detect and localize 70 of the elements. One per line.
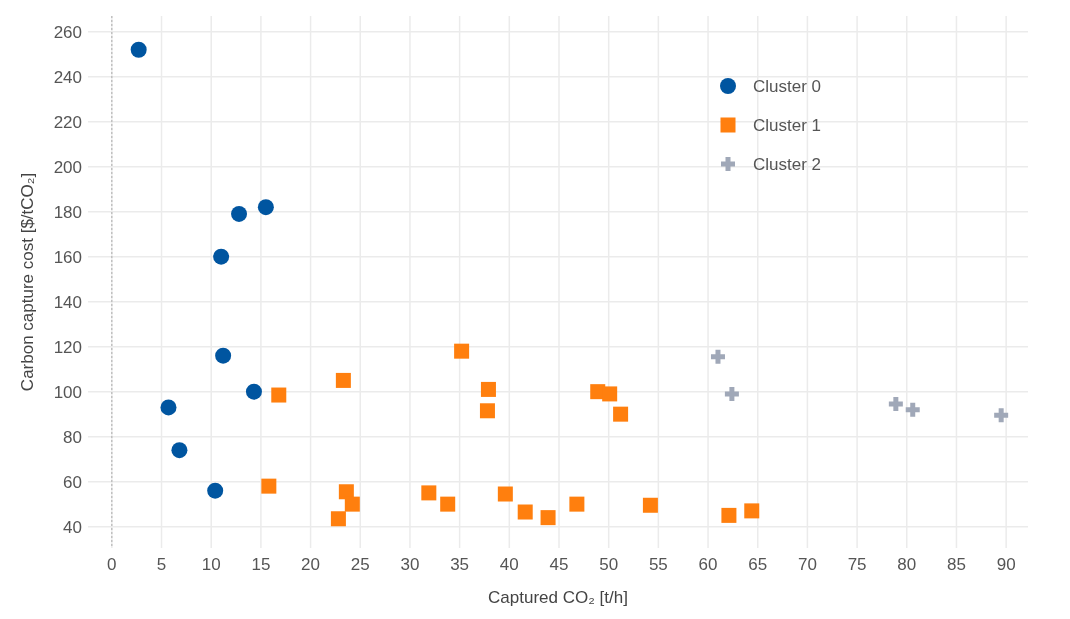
x-tick-label: 10	[201, 555, 221, 574]
y-tick-label: 40	[63, 517, 82, 537]
point	[642, 497, 658, 513]
x-tick-label: 0	[107, 555, 117, 574]
point	[710, 349, 725, 364]
point	[479, 403, 495, 419]
point	[497, 486, 513, 502]
x-tick-label: 40	[499, 555, 519, 574]
point	[130, 41, 147, 58]
y-tick-label: 80	[63, 427, 82, 447]
point	[480, 381, 496, 397]
x-tick-label: 5	[156, 555, 167, 574]
point	[330, 511, 346, 527]
y-tick-label: 120	[53, 337, 82, 357]
point	[231, 205, 248, 222]
point	[257, 199, 274, 216]
x-tick-label: 45	[549, 555, 569, 574]
x-tick-label: 65	[748, 555, 768, 574]
x-tick-label: 55	[648, 555, 668, 574]
point	[160, 399, 177, 416]
point	[213, 248, 230, 265]
point	[721, 507, 737, 523]
y-tick-label: 100	[53, 382, 82, 402]
x-tick-label: 70	[797, 555, 817, 574]
point	[271, 387, 287, 403]
point	[171, 442, 188, 459]
y-axis-title: Carbon capture cost [$/tCO₂]	[18, 172, 37, 392]
point	[215, 347, 232, 364]
point	[744, 503, 760, 519]
point	[569, 496, 585, 512]
point	[421, 485, 437, 501]
y-tick-label: 180	[53, 202, 82, 222]
point	[613, 406, 629, 422]
x-tick-label: 50	[599, 555, 619, 574]
y-tick-label: 60	[63, 472, 82, 492]
x-tick-label: 15	[251, 555, 271, 574]
y-tick-label: 140	[53, 292, 82, 312]
point	[905, 402, 920, 417]
x-tick-label: 20	[301, 555, 321, 574]
point	[344, 496, 360, 512]
x-tick-label: 60	[698, 555, 718, 574]
point	[602, 386, 618, 402]
x-tick-label: 75	[847, 555, 867, 574]
point	[440, 496, 456, 512]
point	[454, 343, 470, 359]
x-tick-label: 30	[400, 555, 420, 574]
x-tick-label: 35	[450, 555, 470, 574]
y-tick-label: 240	[53, 67, 82, 87]
point	[888, 397, 903, 412]
point	[724, 386, 739, 401]
y-tick-label: 200	[53, 157, 82, 177]
x-tick-label: 85	[947, 555, 966, 574]
point	[540, 510, 556, 526]
y-tick-label: 260	[53, 22, 82, 42]
y-tick-label: 220	[53, 112, 82, 132]
x-tick-label: 90	[996, 555, 1016, 574]
point	[517, 504, 533, 520]
x-axis-title: Captured CO₂ [t/h]	[488, 588, 628, 607]
point	[245, 383, 262, 400]
y-tick-label: 160	[53, 247, 82, 267]
point	[994, 408, 1009, 423]
point	[207, 482, 224, 499]
point	[335, 372, 351, 388]
legend-label: Cluster 0	[753, 77, 822, 96]
x-tick-label: 80	[897, 555, 917, 574]
point	[261, 478, 277, 494]
legend-label: Cluster 1	[753, 116, 822, 135]
x-tick-label: 25	[350, 555, 370, 574]
point	[338, 484, 354, 500]
legend-label: Cluster 2	[753, 155, 822, 174]
